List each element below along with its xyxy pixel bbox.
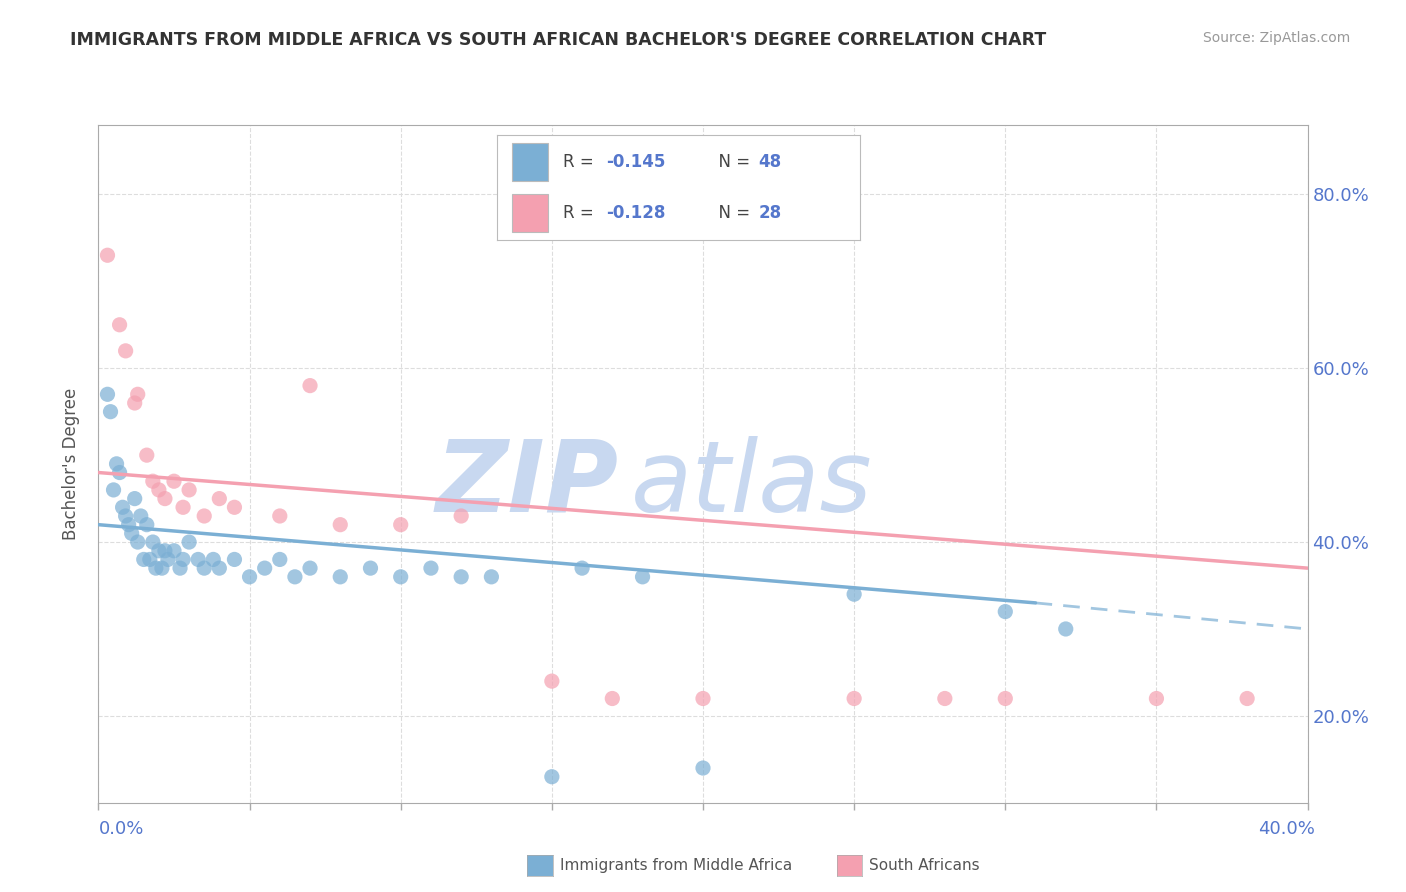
Point [124,491,146,506]
Point [179,483,201,497]
Point [253,561,276,575]
Point [96,387,118,401]
Point [571,561,593,575]
Point [118,517,141,532]
Point [121,526,143,541]
Point [148,543,170,558]
Point [202,552,225,566]
Point [103,483,125,497]
Point [329,517,352,532]
Point [96,248,118,262]
Point [187,552,209,566]
Point [692,691,714,706]
Point [540,770,562,784]
Point [844,691,866,706]
Point [450,570,472,584]
Point [360,561,382,575]
Point [631,570,654,584]
Text: 28: 28 [759,203,782,222]
Point [135,448,157,462]
Point [114,508,136,523]
Text: South Africans: South Africans [869,858,980,872]
Text: R =: R = [562,153,599,171]
Text: -0.145: -0.145 [606,153,665,171]
Point [127,535,149,549]
Point [420,561,443,575]
Point [844,587,866,601]
Point [179,535,201,549]
Text: 40.0%: 40.0% [1258,820,1315,838]
Point [1054,622,1077,636]
Point [299,561,322,575]
Point [193,508,215,523]
Point [994,691,1017,706]
Point [389,570,412,584]
Point [108,466,131,480]
Point [208,491,231,506]
Point [127,387,149,401]
Text: -0.128: -0.128 [606,203,665,222]
Point [934,691,956,706]
Point [153,491,176,506]
Point [692,761,714,775]
Text: 48: 48 [759,153,782,171]
Text: N =: N = [707,203,755,222]
Text: atlas: atlas [630,435,872,533]
Point [135,517,157,532]
Point [269,508,291,523]
FancyBboxPatch shape [512,144,548,181]
Point [540,674,562,689]
Point [139,552,162,566]
Point [299,378,322,392]
Text: 0.0%: 0.0% [98,820,143,838]
Point [172,552,194,566]
Y-axis label: Bachelor's Degree: Bachelor's Degree [62,388,80,540]
Point [111,500,134,515]
Point [239,570,262,584]
Point [108,318,131,332]
Point [145,561,167,575]
Point [224,552,246,566]
Point [150,561,173,575]
Point [114,343,136,358]
Point [148,483,170,497]
Text: Source: ZipAtlas.com: Source: ZipAtlas.com [1202,31,1350,45]
Point [132,552,155,566]
Point [481,570,503,584]
Point [329,570,352,584]
Point [1144,691,1167,706]
Point [389,517,412,532]
Point [450,508,472,523]
Point [124,396,146,410]
Text: N =: N = [707,153,755,171]
Text: IMMIGRANTS FROM MIDDLE AFRICA VS SOUTH AFRICAN BACHELOR'S DEGREE CORRELATION CHA: IMMIGRANTS FROM MIDDLE AFRICA VS SOUTH A… [70,31,1046,49]
Point [105,457,128,471]
Point [994,605,1017,619]
Text: ZIP: ZIP [436,435,619,533]
Point [156,552,179,566]
Point [172,500,194,515]
FancyBboxPatch shape [512,194,548,232]
Point [153,543,176,558]
Point [284,570,307,584]
Point [163,474,186,488]
Text: Immigrants from Middle Africa: Immigrants from Middle Africa [560,858,792,872]
Point [142,474,165,488]
Point [224,500,246,515]
Point [100,405,122,419]
Point [163,543,186,558]
Point [193,561,215,575]
Point [1236,691,1258,706]
Point [169,561,191,575]
Point [602,691,624,706]
Point [129,508,152,523]
Point [142,535,165,549]
Point [269,552,291,566]
Text: R =: R = [562,203,599,222]
Point [208,561,231,575]
